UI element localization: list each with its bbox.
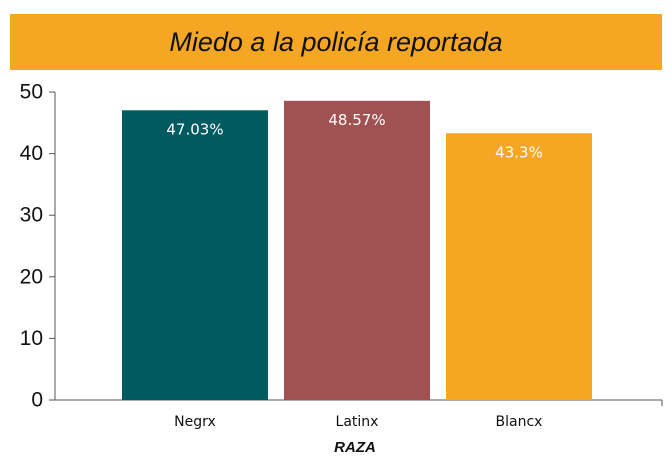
x-tick-label: Negrx bbox=[174, 414, 216, 430]
y-tick-label: 30 bbox=[20, 204, 43, 227]
bar-value-label: 47.03% bbox=[166, 120, 223, 138]
y-tick-label: 20 bbox=[20, 265, 43, 288]
bar-latinx bbox=[284, 100, 430, 400]
bars: 47.03% Negrx 48.57% Latinx 43.3% Blancx bbox=[122, 100, 592, 430]
y-tick-label: 50 bbox=[20, 81, 43, 104]
title-banner: Miedo a la policía reportada bbox=[10, 14, 662, 70]
y-tick-label: 40 bbox=[20, 142, 43, 165]
bar-value-label: 43.3% bbox=[495, 143, 543, 161]
y-tick-label: 0 bbox=[31, 389, 43, 412]
bar-blancx bbox=[446, 133, 592, 400]
bar-value-label: 48.57% bbox=[328, 111, 385, 129]
x-axis-title: RAZA bbox=[334, 439, 376, 456]
bar-negrx bbox=[122, 110, 268, 400]
x-tick-label: Blancx bbox=[496, 414, 543, 430]
x-tick-label: Latinx bbox=[336, 414, 379, 430]
y-tick-label: 10 bbox=[20, 327, 43, 350]
chart-title: Miedo a la policía reportada bbox=[169, 26, 503, 57]
y-axis-ticks: 0 10 20 30 40 50 bbox=[20, 81, 55, 412]
